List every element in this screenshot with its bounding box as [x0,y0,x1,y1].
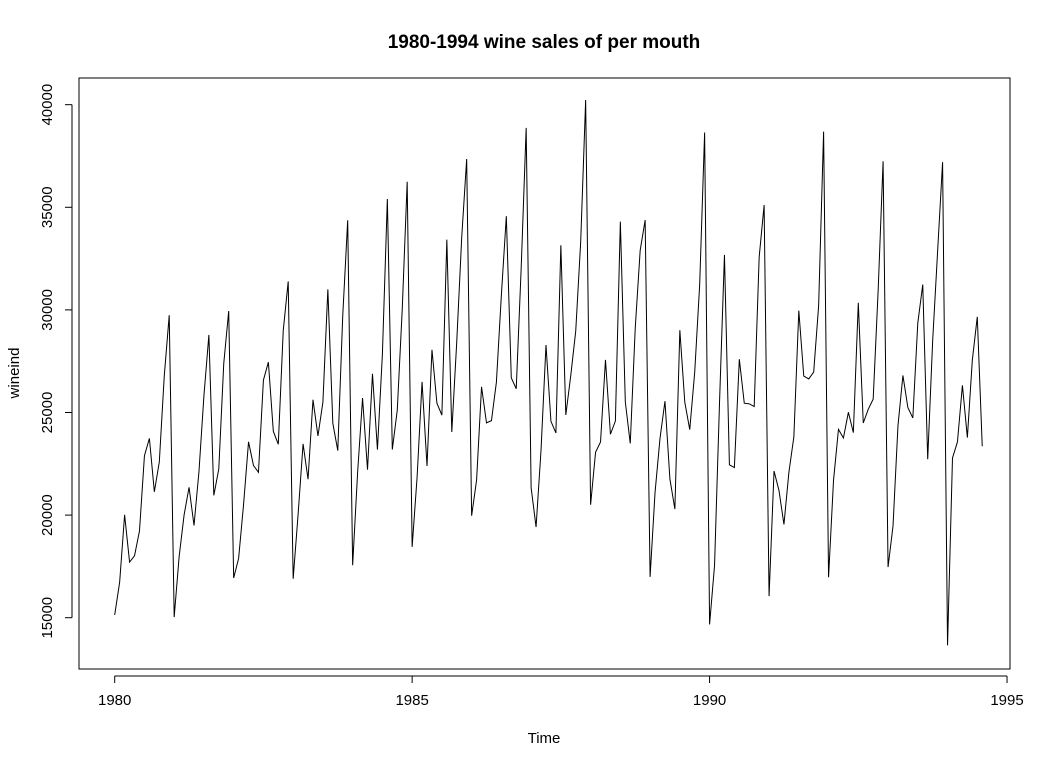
y-tick-label: 15000 [39,597,56,639]
x-axis: 1980 1985 1990 1995 [98,675,1024,709]
x-tick-label: 1990 [693,692,726,709]
y-tick-label: 20000 [39,494,56,536]
series-layer [114,100,983,646]
x-tick-label: 1995 [990,692,1023,709]
x-tick-label: 1985 [395,692,428,709]
y-tick-label: 30000 [39,289,56,331]
plot-frame [78,77,1011,670]
y-tick-label: 25000 [39,392,56,434]
y-tick-label: 40000 [39,84,56,126]
y-tick-label: 35000 [39,186,56,228]
y-axis: 15000 20000 25000 30000 35000 40000 [39,84,73,639]
y-axis-label: wineind [6,348,23,400]
series-line-wineind [114,100,983,646]
x-axis-label: Time [528,730,561,747]
chart-title: 1980-1994 wine sales of per mouth [388,32,701,53]
x-tick-label: 1980 [98,692,131,709]
